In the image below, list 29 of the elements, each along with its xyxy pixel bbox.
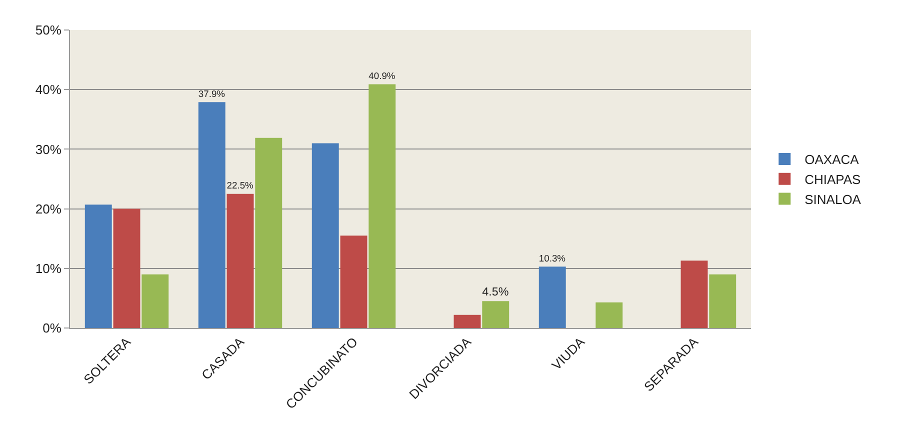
bar: [312, 143, 339, 328]
bar: [255, 138, 282, 328]
data-label: 37.9%: [198, 88, 226, 99]
bar: [226, 194, 254, 328]
bar: [482, 301, 510, 328]
data-label: 4.5%: [482, 285, 509, 298]
bar: [538, 266, 566, 328]
legend-label: SINALOA: [804, 192, 862, 207]
bar: [142, 274, 169, 328]
data-label: 22.5%: [226, 180, 254, 191]
bar: [198, 102, 226, 328]
bar: [368, 84, 396, 328]
y-tick-label: 50%: [35, 22, 62, 38]
legend-label: CHIAPAS: [804, 172, 862, 187]
y-tick-label: 20%: [35, 201, 62, 216]
bar: [596, 302, 623, 328]
bar: [340, 236, 368, 328]
y-tick-label: 0%: [42, 320, 62, 336]
bar: [84, 204, 112, 328]
y-tick-label: 30%: [35, 142, 62, 157]
bar: [709, 274, 736, 328]
bar: [113, 208, 140, 328]
legend-label: OAXACA: [804, 152, 860, 168]
data-label: 10.3%: [538, 252, 566, 264]
bar: [454, 314, 481, 328]
y-tick-label: 10%: [35, 260, 62, 276]
y-tick-label: 40%: [35, 82, 62, 98]
bar: [680, 260, 708, 328]
data-label: 40.9%: [368, 70, 396, 82]
